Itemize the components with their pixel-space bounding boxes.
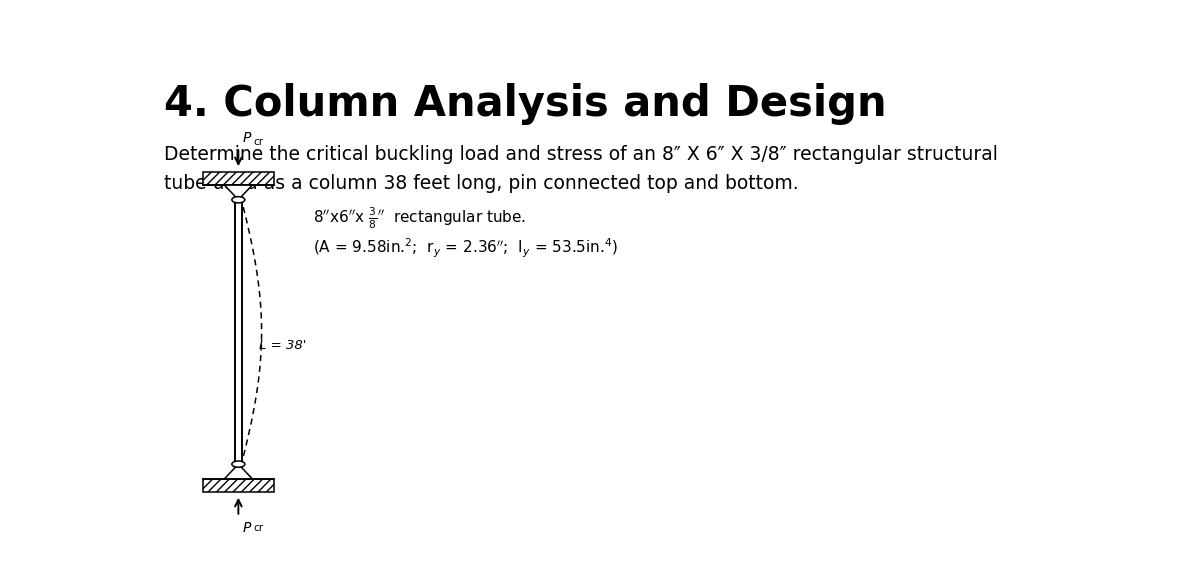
Circle shape xyxy=(232,197,245,203)
Text: Determine the critical buckling load and stress of an 8″ X 6″ X 3/8″ rectangular: Determine the critical buckling load and… xyxy=(164,145,998,164)
Bar xyxy=(203,172,274,185)
Text: 4. Column Analysis and Design: 4. Column Analysis and Design xyxy=(164,83,887,125)
Circle shape xyxy=(232,461,245,467)
Text: cr: cr xyxy=(253,137,263,147)
Text: (A = 9.58in.$^{2}$;  r$_{y}$ = 2.36$^{\prime\prime}$;  I$_{y}$ = 53.5in.$^{4}$): (A = 9.58in.$^{2}$; r$_{y}$ = 2.36$^{\pr… xyxy=(313,236,618,260)
Text: tube used as a column 38 feet long, pin connected top and bottom.: tube used as a column 38 feet long, pin … xyxy=(164,174,798,193)
Text: $P$: $P$ xyxy=(242,131,252,145)
Text: $P$: $P$ xyxy=(242,521,252,535)
Bar xyxy=(203,479,274,492)
Polygon shape xyxy=(224,464,252,479)
Text: L = 38': L = 38' xyxy=(259,339,306,352)
Text: cr: cr xyxy=(253,523,263,533)
Polygon shape xyxy=(224,185,252,200)
Text: 8$^{\prime\prime}$x6$^{\prime\prime}$x $\frac{3}{8}$$^{\prime\prime}$  rectangul: 8$^{\prime\prime}$x6$^{\prime\prime}$x $… xyxy=(313,205,526,231)
